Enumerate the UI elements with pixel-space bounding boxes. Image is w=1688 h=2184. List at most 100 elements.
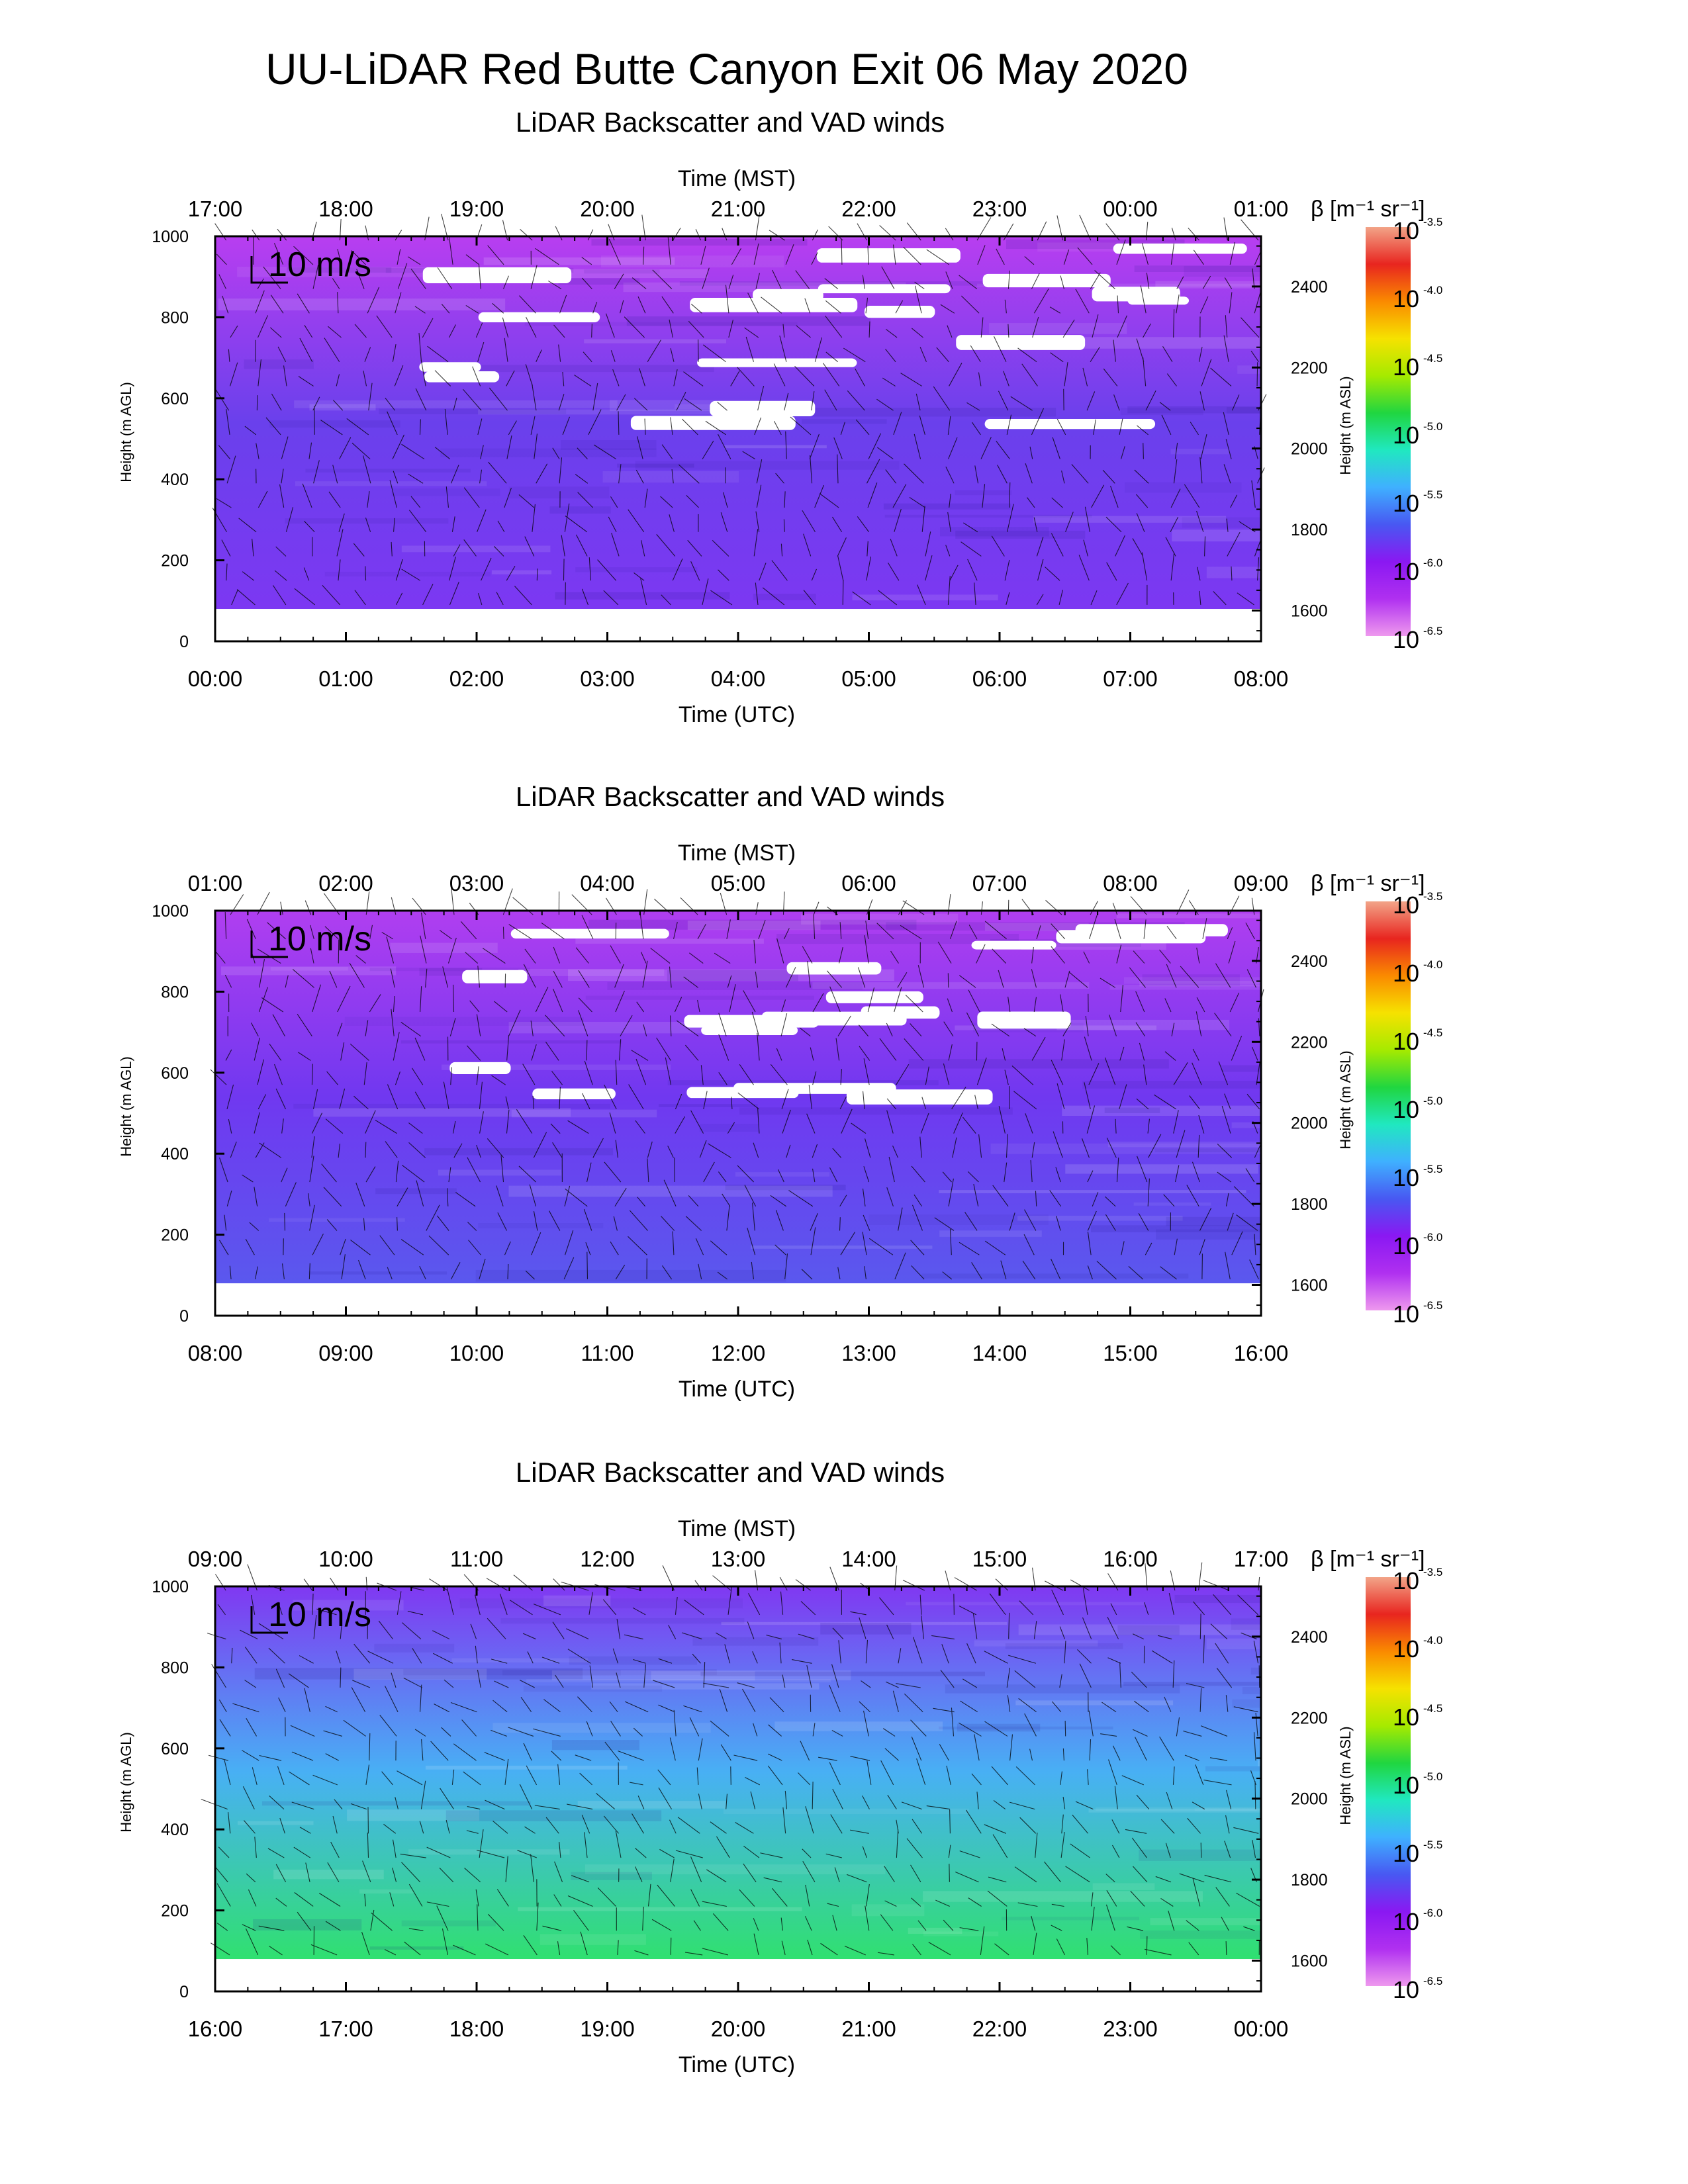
wind-vector: [608, 516, 617, 533]
wind-vector: [947, 576, 951, 605]
wind-vector: [675, 1596, 678, 1615]
wind-vector: [890, 950, 899, 964]
wind-vector: [651, 1919, 672, 1931]
wind-vector: [902, 1580, 925, 1591]
wind-vector: [1135, 1737, 1147, 1761]
wind-vector: [216, 1923, 228, 1931]
wind-vector: [255, 290, 265, 314]
wind-vector: [1137, 425, 1149, 435]
backscatter-streak: [575, 567, 698, 572]
wind-vector: [218, 1700, 227, 1713]
wind-vector: [934, 1217, 955, 1231]
wind-vector: [451, 1769, 455, 1785]
wind-vector: [1200, 433, 1207, 459]
backscatter-streak: [851, 1904, 925, 1917]
wind-vector: [277, 1602, 283, 1615]
wind-vector: [369, 994, 381, 1013]
wind-vector: [960, 1700, 978, 1713]
wind-vector: [675, 1116, 686, 1134]
wind-vector: [850, 1611, 867, 1615]
backscatter-streak: [237, 1821, 314, 1825]
wind-vector: [635, 1866, 643, 1882]
wind-vector: [1256, 1062, 1260, 1085]
wind-vector: [1084, 506, 1090, 532]
wind-vector: [886, 1098, 896, 1110]
wind-vector: [408, 473, 424, 484]
wind-vector: [451, 1262, 461, 1280]
backscatter-streak: [425, 1765, 628, 1770]
wind-vector: [365, 225, 369, 241]
wind-vector: [1188, 228, 1199, 241]
wind-vector: [1246, 1093, 1260, 1110]
wind-vector: [578, 997, 592, 1013]
x-axis-title: Time (UTC): [679, 1377, 795, 1402]
backscatter-streak: [1056, 1019, 1230, 1030]
wind-vector: [782, 1109, 791, 1134]
wind-vector: [673, 921, 678, 939]
wind-vector: [557, 1941, 561, 1956]
wind-vector: [857, 223, 867, 241]
wind-vector: [375, 1119, 397, 1134]
backscatter-streak: [502, 1670, 621, 1676]
wind-vector: [977, 245, 986, 265]
wind-vector: [615, 1060, 618, 1085]
wind-vector: [1176, 276, 1184, 289]
wind-vector: [680, 897, 698, 915]
backscatter-streak: [438, 1169, 561, 1176]
wind-vector: [219, 1719, 231, 1737]
wind-vector: [767, 1753, 782, 1761]
backscatter-streak: [984, 923, 1089, 931]
wind-vector: [492, 1821, 508, 1834]
backscatter-streak: [391, 488, 500, 496]
wind-vector: [1258, 1576, 1260, 1591]
wind-vector: [810, 455, 813, 484]
wind-vector: [277, 1766, 285, 1786]
wind-vector: [279, 1817, 285, 1834]
no-data-gap: [697, 358, 857, 367]
wind-vector: [400, 1021, 422, 1037]
wind-vector: [422, 584, 434, 606]
wind-vector: [681, 418, 698, 435]
x-tick-label: 09:00: [318, 1341, 373, 1365]
wind-vector: [434, 447, 450, 460]
wind-vector: [1246, 969, 1257, 988]
backscatter-streak: [1170, 449, 1229, 455]
y-tick-label: 1000: [152, 228, 189, 246]
no-data-gap: [786, 962, 882, 975]
backscatter-streak: [721, 1621, 1008, 1625]
backscatter-streak: [852, 594, 998, 601]
wind-vector: [604, 1161, 622, 1183]
wind-vector: [1133, 1866, 1148, 1883]
backscatter-streak: [457, 365, 714, 373]
wind-vector: [644, 488, 648, 508]
wind-vector: [269, 1946, 283, 1956]
wind-vector: [455, 1192, 476, 1207]
wind-vector: [1210, 1623, 1228, 1639]
wind-vector: [1081, 1138, 1090, 1158]
wind-vector: [1172, 1660, 1175, 1688]
wind-vector: [365, 1110, 376, 1134]
wind-vector: [442, 966, 449, 988]
wind-vector: [1060, 1771, 1062, 1785]
backscatter-streak: [419, 968, 483, 976]
wind-vector: [603, 590, 619, 606]
wind-vector: [1186, 1185, 1199, 1207]
wind-vector: [395, 292, 402, 314]
wind-vector: [1199, 1207, 1212, 1231]
wind-vector: [844, 1945, 866, 1956]
wind-vector: [332, 1815, 338, 1834]
wind-vector: [1008, 1655, 1037, 1664]
wind-vector: [673, 369, 678, 387]
colorbar-gradient: [1366, 1577, 1411, 1986]
wind-vector: [1160, 1819, 1175, 1834]
wind-vector: [365, 566, 367, 581]
right-tick-label: 2000: [1291, 1115, 1328, 1133]
wind-vector: [401, 443, 425, 460]
wind-vector: [226, 1190, 232, 1206]
wind-vector: [1164, 1051, 1176, 1061]
wind-vector: [1105, 1904, 1115, 1931]
wind-vector: [726, 1205, 730, 1231]
wind-vector: [1176, 1130, 1186, 1158]
wind-vector: [1050, 352, 1064, 363]
wind-vector: [723, 492, 728, 508]
